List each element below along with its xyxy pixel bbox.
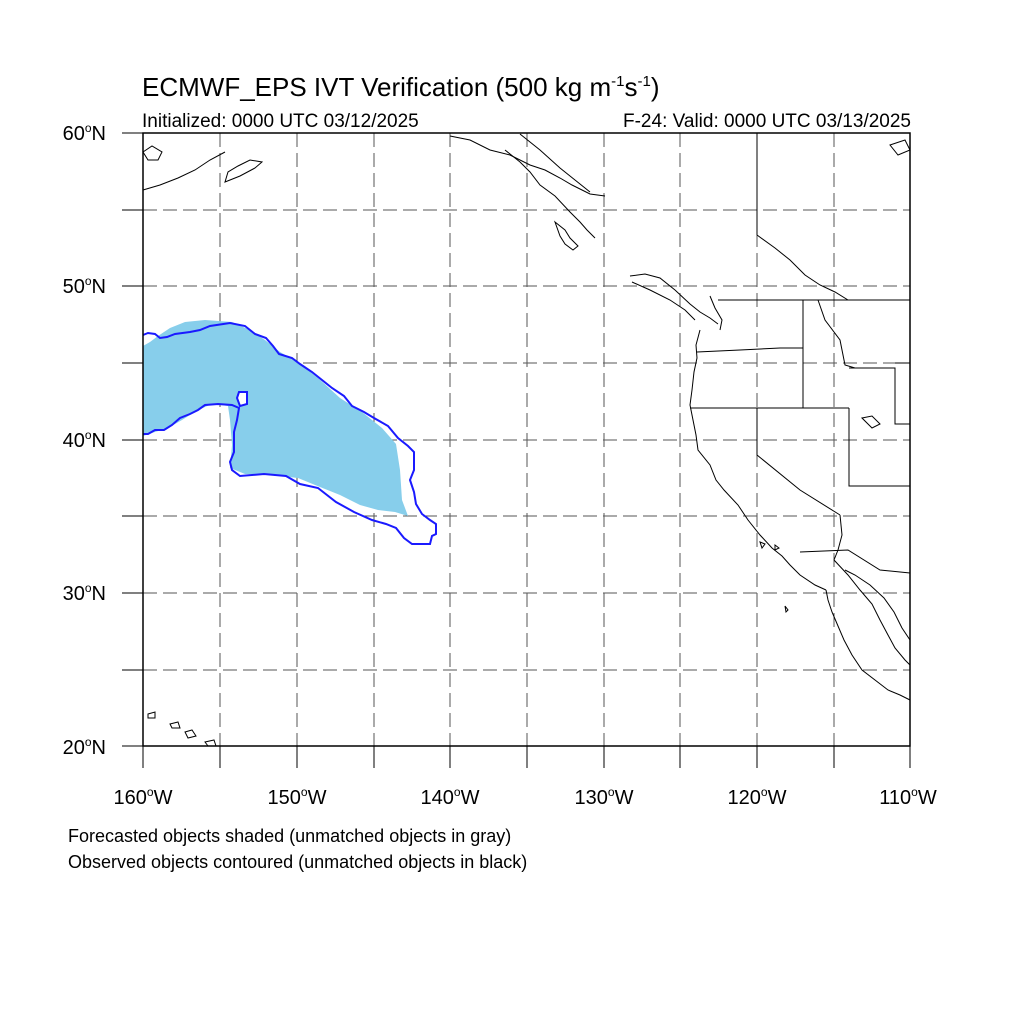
lon-label-130w: 130oW [574, 785, 634, 809]
title-text: ECMWF_EPS IVT Verification (500 kg m [142, 72, 612, 102]
tick-marks [122, 132, 911, 768]
lat-label-20: 20oN [62, 735, 106, 759]
observed-object-hole [235, 391, 248, 408]
coastlines [142, 133, 911, 747]
title-superscript-1: -1 [611, 73, 625, 90]
valid-time: F-24: Valid: 0000 UTC 03/13/2025 [623, 111, 911, 132]
footnote-forecast: Forecasted objects shaded (unmatched obj… [68, 826, 512, 846]
title-superscript-2: -1 [637, 73, 651, 90]
forecast-object-shade [143, 320, 408, 516]
lat-label-30: 30oN [62, 581, 106, 605]
lon-label-140w: 140oW [420, 785, 480, 809]
lat-label-50: 50oN [62, 274, 106, 298]
lon-label-160w: 160oW [113, 785, 173, 809]
lat-label-40: 40oN [62, 428, 106, 452]
lat-label-60: 60oN [62, 121, 106, 145]
map-title: ECMWF_EPS IVT Verification (500 kg m-1s-… [142, 72, 659, 103]
lon-label-120w: 120oW [727, 785, 787, 809]
initialized-time: Initialized: 0000 UTC 03/12/2025 [142, 111, 419, 132]
title-text-mid: s [624, 72, 638, 102]
footnote-observed: Observed objects contoured (unmatched ob… [68, 852, 528, 872]
lon-label-150w: 150oW [267, 785, 327, 809]
title-text-end: ) [650, 72, 660, 102]
lon-label-110w: 110oW [879, 785, 937, 809]
observed-object-contour [142, 321, 437, 545]
